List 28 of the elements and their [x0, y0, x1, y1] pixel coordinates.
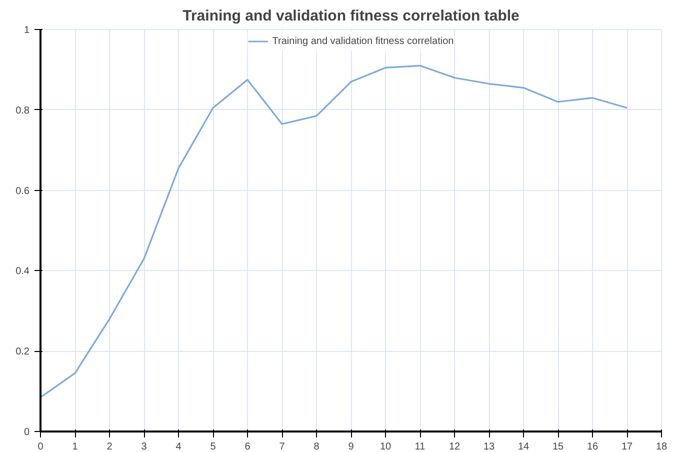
x-tick-label: 4 [176, 442, 182, 452]
x-tick-label: 13 [483, 442, 495, 452]
x-tick-label: 17 [621, 442, 633, 452]
x-tick-label: 15 [552, 442, 564, 452]
y-tick-label: 0.6 [16, 186, 30, 197]
y-tick-label: 0.8 [16, 105, 30, 116]
x-tick-label: 1 [72, 442, 78, 452]
y-tick-label: 0.2 [16, 346, 30, 358]
x-tick-label: 6 [244, 442, 251, 452]
x-tick-label: 7 [279, 442, 286, 452]
x-tick-label: 8 [314, 442, 320, 452]
x-tick-label: 2 [106, 442, 113, 452]
y-tick-label: 0.4 [16, 266, 30, 278]
x-tick-label: 10 [380, 442, 392, 452]
y-tick-label: 0 [24, 427, 30, 438]
x-tick-label: 0 [38, 442, 44, 452]
x-tick-label: 16 [586, 442, 598, 452]
y-tick-label: 1 [24, 25, 30, 36]
x-tick-label: 5 [210, 442, 216, 452]
x-tick-label: 14 [518, 442, 530, 452]
x-tick-label: 3 [141, 442, 148, 452]
x-tick-label: 18 [656, 442, 668, 452]
line-series [40, 64, 628, 398]
x-tick-label: 9 [348, 442, 354, 452]
legend-label: Training and validation fitness correlation [272, 36, 454, 46]
x-tick-label: 12 [448, 442, 460, 452]
x-tick-label: 11 [414, 442, 426, 452]
chart-title: Training and validation fitness correlation table [182, 8, 520, 24]
